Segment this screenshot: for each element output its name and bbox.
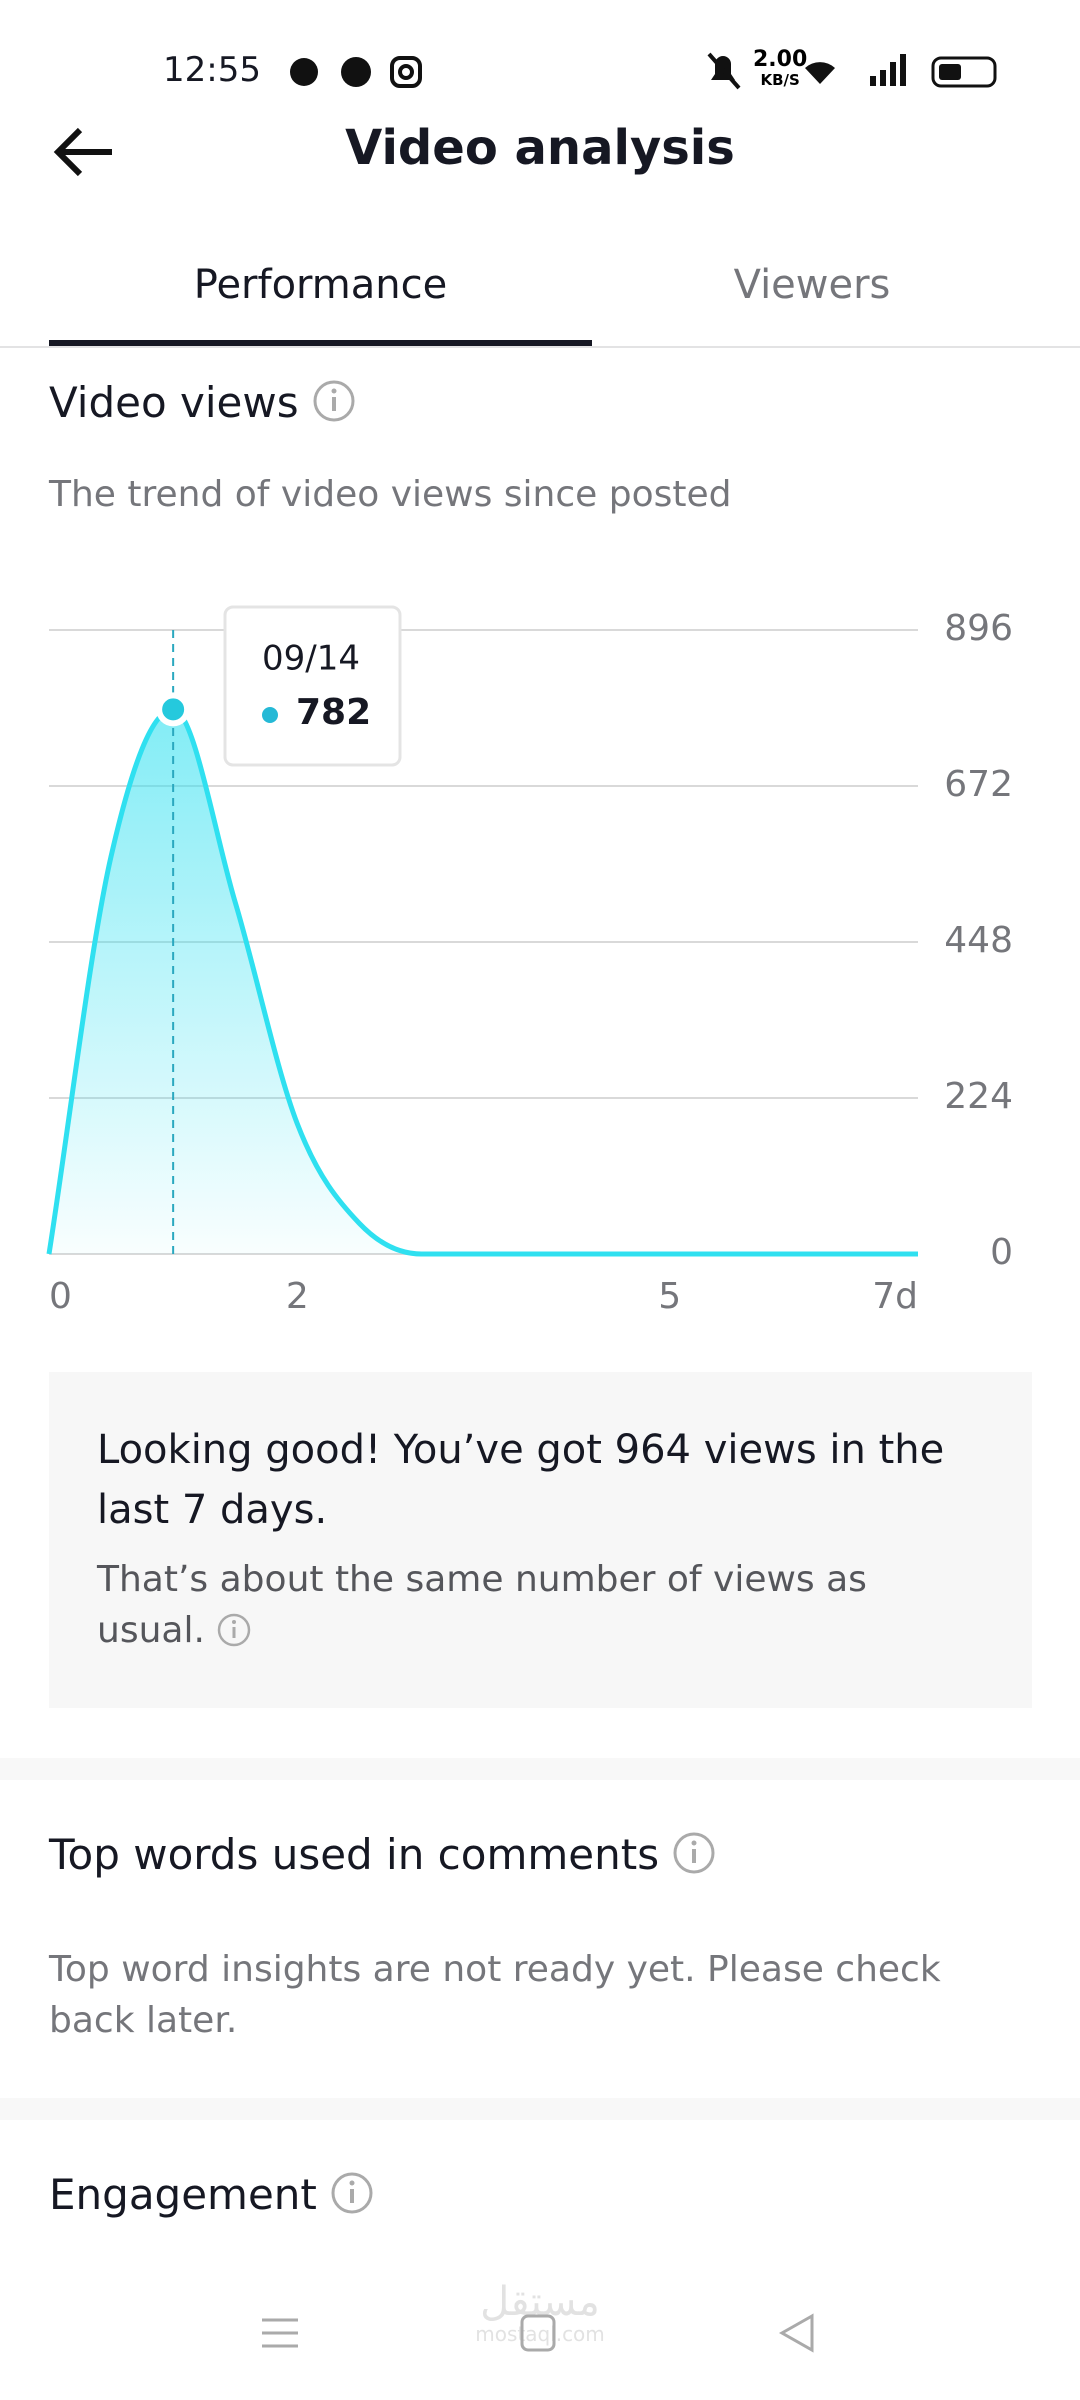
title: Engagement	[49, 2170, 317, 2219]
title: Video views	[49, 378, 299, 427]
tab-indicator	[49, 340, 592, 346]
tab[interactable]: Viewers	[733, 262, 891, 308]
x-tick-label: 7d	[872, 1276, 918, 1317]
section-title: Video views	[49, 378, 356, 427]
tooltip-label: 09/14	[262, 639, 360, 679]
chart: 0 224 448 672 896 0 2 5 7d 09/14 782	[46, 605, 1013, 1317]
tooltip	[223, 605, 402, 767]
section-subtitle: The trend of video views since posted	[49, 474, 732, 515]
page-title: Video analysis	[345, 120, 735, 176]
y-tick-label: 448	[944, 920, 1013, 961]
section-body: Top word insights are not ready yet. Ple…	[49, 1949, 941, 2041]
status-time: 12:55	[163, 50, 261, 90]
tab[interactable]: Performance	[193, 262, 448, 308]
menu-button[interactable]	[262, 2318, 298, 2348]
info-icon[interactable]	[216, 1612, 252, 1648]
x-tick-label: 2	[286, 1276, 309, 1317]
section-title: Engagement	[49, 2170, 374, 2219]
title: Top words used in comments	[49, 1830, 660, 1879]
status-app-icons	[290, 56, 422, 88]
back-button[interactable]	[50, 122, 120, 182]
summary-card: Looking good! You’ve got 964 views in th…	[49, 1372, 1032, 1708]
speed-unit: KB/S	[760, 71, 800, 89]
line	[46, 706, 918, 1257]
watermark-latin: mostaql.com	[475, 2322, 605, 2346]
back-nav-button[interactable]	[778, 2313, 814, 2353]
highlight-point	[156, 692, 191, 727]
speed: 2.00	[753, 47, 808, 72]
info-icon[interactable]	[672, 1831, 716, 1875]
x-tick-label: 5	[658, 1276, 681, 1317]
tooltip-dot	[262, 707, 278, 723]
divider	[0, 346, 1080, 348]
tooltip-value: 782	[296, 692, 371, 733]
home-button[interactable]	[520, 2314, 556, 2352]
section-title: Top words used in comments	[49, 1830, 716, 1879]
y-tick-label: 0	[990, 1232, 1013, 1273]
nav-bar	[262, 2313, 814, 2353]
info-icon[interactable]	[330, 2171, 374, 2215]
y-tick-label: 672	[944, 764, 1013, 805]
y-tick-label: 896	[944, 608, 1013, 649]
section-gap	[0, 1758, 1080, 1780]
x-tick-label: 0	[49, 1276, 72, 1317]
area	[49, 709, 918, 1254]
y-tick-label: 224	[944, 1076, 1013, 1117]
summary-body: That’s about the same number of views as…	[97, 1554, 937, 1656]
section-gap	[0, 2098, 1080, 2120]
info-icon[interactable]	[312, 379, 356, 423]
summary-title: Looking good! You’ve got 964 views in th…	[97, 1427, 945, 1533]
status-icons	[707, 52, 997, 90]
net-speed: 2.00 KB/S	[753, 47, 808, 90]
text: That’s about the same number of views as…	[97, 1559, 867, 1651]
